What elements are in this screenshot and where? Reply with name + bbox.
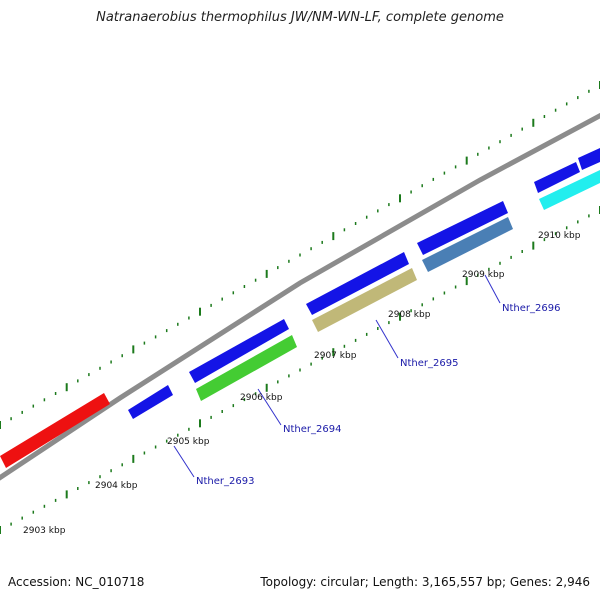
gene-2693-feature[interactable] <box>128 385 173 419</box>
kbp-label: 2905 kbp <box>167 437 210 447</box>
kbp-label: 2907 kbp <box>314 351 357 361</box>
gene-2695-lower-feature[interactable] <box>312 268 417 332</box>
kbp-label: 2904 kbp <box>95 481 138 491</box>
gene-label-2693[interactable]: Nther_2693 <box>196 476 254 487</box>
leader-line-2695 <box>375 319 399 359</box>
gene-label-2696[interactable]: Nther_2696 <box>502 303 560 314</box>
kbp-label: 2906 kbp <box>240 393 283 403</box>
kbp-label: 2903 kbp <box>23 526 66 536</box>
gene-right-upper-b-feature[interactable] <box>578 148 600 170</box>
kbp-labels: 2903 kbp 2904 kbp 2905 kbp 2906 kbp 2907… <box>23 231 581 536</box>
inner-strand-genes <box>196 170 600 401</box>
kbp-label: 2909 kbp <box>462 270 505 280</box>
gene-2695-upper-feature[interactable] <box>306 252 409 315</box>
gene-label-leaders <box>173 274 501 478</box>
genome-backbone <box>0 112 600 481</box>
gene-2696-upper-feature[interactable] <box>417 201 508 255</box>
leader-line-2696 <box>484 274 501 304</box>
gene-label-2695[interactable]: Nther_2695 <box>400 358 458 369</box>
gene-right-upper-a-feature[interactable] <box>534 162 580 193</box>
map-title: Natranaerobius thermophilus JW/NM-WN-LF,… <box>96 10 504 25</box>
leader-line-2694 <box>257 388 282 426</box>
tick-marks <box>0 81 600 534</box>
gene-labels: Nther_2693 Nther_2694 Nther_2695 Nther_2… <box>196 303 560 487</box>
accession-text: Accession: NC_010718 <box>8 575 145 589</box>
gene-cyan-feature[interactable] <box>539 170 600 210</box>
gene-red-feature[interactable] <box>0 393 110 468</box>
genome-stats-text: Topology: circular; Length: 3,165,557 bp… <box>260 575 590 589</box>
gene-2694-lower-feature[interactable] <box>196 335 297 401</box>
gene-2696-lower-feature[interactable] <box>422 217 513 272</box>
outer-strand-genes <box>0 148 600 468</box>
kbp-label: 2910 kbp <box>538 231 581 241</box>
gene-2694-upper-feature[interactable] <box>189 319 289 383</box>
leader-line-2693 <box>173 445 195 478</box>
kbp-label: 2908 kbp <box>388 310 431 320</box>
gene-label-2694[interactable]: Nther_2694 <box>283 424 341 435</box>
